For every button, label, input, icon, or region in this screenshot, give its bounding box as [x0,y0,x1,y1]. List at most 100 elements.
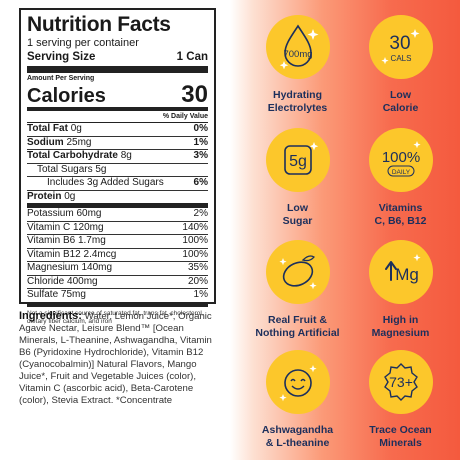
nutrient-name: Vitamin B12 [27,248,81,260]
nutrient-amount: 8g [120,150,132,161]
nutrient-row-total-carbohydrate: Total Carbohydrate 8g 3% [27,150,208,164]
badge-label-line2: Calorie [382,102,419,114]
badge-icon-text: 100% [381,149,419,166]
nutrient-amount: 75mg [60,289,86,300]
serving-size-label: Serving Size [27,51,96,63]
badge-label-line1: Vitamins [378,202,423,214]
badge-circle: 700mg [265,15,330,79]
nutrient-name: Total Fat [27,123,68,134]
calories-row: Calories 30 [27,81,208,111]
nutrient-row-vitamin-b6: Vitamin B6 1.7mg 100% [27,235,208,249]
nutrient-name: Includes 3g Added Sugars [47,177,164,188]
badge-label-line2: & L-theanine [265,437,330,449]
badge-low-calorie: 30 CALS Low Calorie [348,15,453,115]
nutrient-name: Vitamin C [27,221,71,233]
nutrient-row-vitamin-b12: Vitamin B12 2.4mcg 100% [27,248,208,262]
badge-label-line1: Real Fruit & [268,314,327,326]
badge-icon-text: Mg [395,265,419,284]
serving-size-value: 1 Can [176,51,208,63]
nutrient-dv: 0% [193,123,208,134]
badge-icon-subtext: DAILY [391,169,410,176]
badge-icon-subtext: CALS [390,54,411,63]
nutrient-row-sodium: Sodium 25mg 1% [27,136,208,150]
nutrition-facts-panel: Nutrition Facts 1 serving per container … [19,8,216,325]
ingredients-text: Water, Lemon Juice*, Organic Agave Necta… [19,311,212,406]
electrolyte-drop-icon: 700mg [279,24,318,70]
badge-hydrating-electrolytes: 700mg Hydrating Electrolytes [245,15,350,115]
nutrient-row-chloride: Chloride 400mg 20% [27,275,208,289]
calories-label: Calories [27,85,106,107]
nutrient-amount: 2.4mcg [83,248,117,260]
nutrient-name: Chloride [27,275,65,287]
badge-icon-text: 5g [289,153,307,170]
badge-label-line2: C, B6, B12 [374,215,427,227]
minerals-icon: 73+ [383,363,418,401]
badge-real-fruit: Real Fruit & Nothing Artificial [245,240,350,340]
nutrient-dv: 35% [187,262,208,273]
badge-trace-minerals: 73+ Trace Ocean Minerals [348,350,453,450]
badge-label-line2: Minerals [379,437,422,449]
badge-circle: 100% DAILY [368,128,433,192]
badge-low-sugar: 5g Low Sugar [245,128,350,228]
nutrient-amount: 1.7mg [77,235,106,246]
calories-value: 30 [181,81,208,108]
nutrient-name: Total Carbohydrate [27,150,118,161]
servings-per-container: 1 serving per container [27,37,139,49]
nutrient-dv: 1% [193,136,208,148]
nutrient-row-vitamin-c: Vitamin C 120mg 140% [27,221,208,235]
nutrient-dv: 3% [193,150,208,161]
badge-circle: Mg [368,240,433,304]
nutrient-row-sulfate: Sulfate 75mg 1% [27,289,208,307]
badge-circle [265,350,330,414]
badge-label-line1: High in [382,314,419,326]
panel-footnote: Not a significant source of saturated fa… [27,309,204,325]
nutrient-row-added-sugars: Includes 3g Added Sugars 6% [27,177,208,191]
ingredients-label: Ingredients: [19,310,82,322]
nutrient-amount: 5g [95,163,107,175]
nutrient-name: Total Sugars [37,163,93,175]
nutrient-row-potassium: Potassium 60mg 2% [27,208,208,222]
nutrient-row-total-sugars: Total Sugars 5g [27,163,208,177]
badge-label-line1: Trace Ocean [369,424,432,436]
lemon-icon [278,255,317,290]
daily-value-icon: 100% DAILY [381,141,421,177]
badge-label-line2: Magnesium [371,327,430,339]
badge-label-line2: Sugar [282,215,313,227]
badge-circle: 73+ [368,350,433,414]
nutrient-name: Magnesium [27,262,79,273]
nutrient-name: Vitamin B6 [27,235,76,246]
badge-label-line1: Low [390,89,411,101]
badge-circle: 30 CALS [368,15,433,79]
badge-ashwagandha: Ashwagandha & L-theanine [245,350,350,450]
nutrient-dv: 100% [182,248,208,260]
nutrient-amount: 140mg [81,262,113,273]
nutrient-row-total-fat: Total Fat 0g 0% [27,123,208,137]
nutrient-dv: 2% [193,208,208,219]
badge-label-line2: Nothing Artificial [255,327,340,339]
nutrient-name: Protein [27,190,62,202]
nutrient-row-protein: Protein 0g [27,190,208,208]
nutrient-name: Sulfate [27,289,59,300]
nutrient-amount: 0g [70,123,82,134]
nutrient-row-magnesium: Magnesium 140mg 35% [27,262,208,276]
ingredients-block: Ingredients: Water, Lemon Juice*, Organi… [19,310,225,407]
nutrient-amount: 400mg [67,275,98,287]
nutrient-amount: 25mg [66,136,92,148]
nutrient-amount: 60mg [76,208,102,219]
badge-magnesium: Mg High in Magnesium [348,240,453,340]
badge-circle: 5g [265,128,330,192]
nutrient-dv: 140% [182,221,208,233]
nutrient-name: Sodium [27,136,64,148]
badge-label-line1: Ashwagandha [261,424,334,436]
nutrient-dv: 1% [193,289,208,300]
nutrient-dv: 6% [193,177,208,188]
badge-label-line1: Hydrating [272,89,322,101]
badge-icon-text: 73+ [389,374,413,390]
nutrient-amount: 0g [64,190,76,202]
badge-vitamins: 100% DAILY Vitamins C, B6, B12 [348,128,453,228]
badge-icon-text: 30 [389,33,410,54]
badge-circle [265,240,330,304]
badge-label-line2: Electrolytes [267,102,328,114]
nutrition-facts-title: Nutrition Facts [27,13,171,36]
nutrient-dv: 20% [187,275,208,287]
